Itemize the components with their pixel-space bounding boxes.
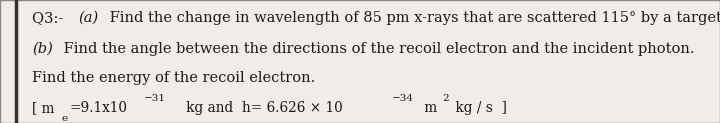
Text: −34: −34 bbox=[392, 94, 413, 103]
Text: Find the angle between the directions of the recoil electron and the incident ph: Find the angle between the directions of… bbox=[59, 42, 699, 56]
Text: (b): (b) bbox=[32, 42, 53, 56]
Text: Find the energy of the recoil electron.: Find the energy of the recoil electron. bbox=[32, 71, 315, 85]
Text: m: m bbox=[420, 101, 437, 115]
Text: −31: −31 bbox=[144, 94, 166, 103]
Text: kg / s  ]: kg / s ] bbox=[451, 101, 507, 115]
Text: (a): (a) bbox=[78, 11, 99, 25]
Text: Q3:-: Q3:- bbox=[32, 11, 68, 25]
Text: e: e bbox=[61, 114, 68, 123]
Text: =9.1x10: =9.1x10 bbox=[69, 101, 127, 115]
Text: [ m: [ m bbox=[32, 101, 55, 115]
Text: 2: 2 bbox=[442, 94, 449, 103]
Text: Find the change in wavelength of 85 pm x-rays that are scattered 115° by a targe: Find the change in wavelength of 85 pm x… bbox=[105, 11, 720, 25]
Text: kg and  h= 6.626 × 10: kg and h= 6.626 × 10 bbox=[173, 101, 342, 115]
